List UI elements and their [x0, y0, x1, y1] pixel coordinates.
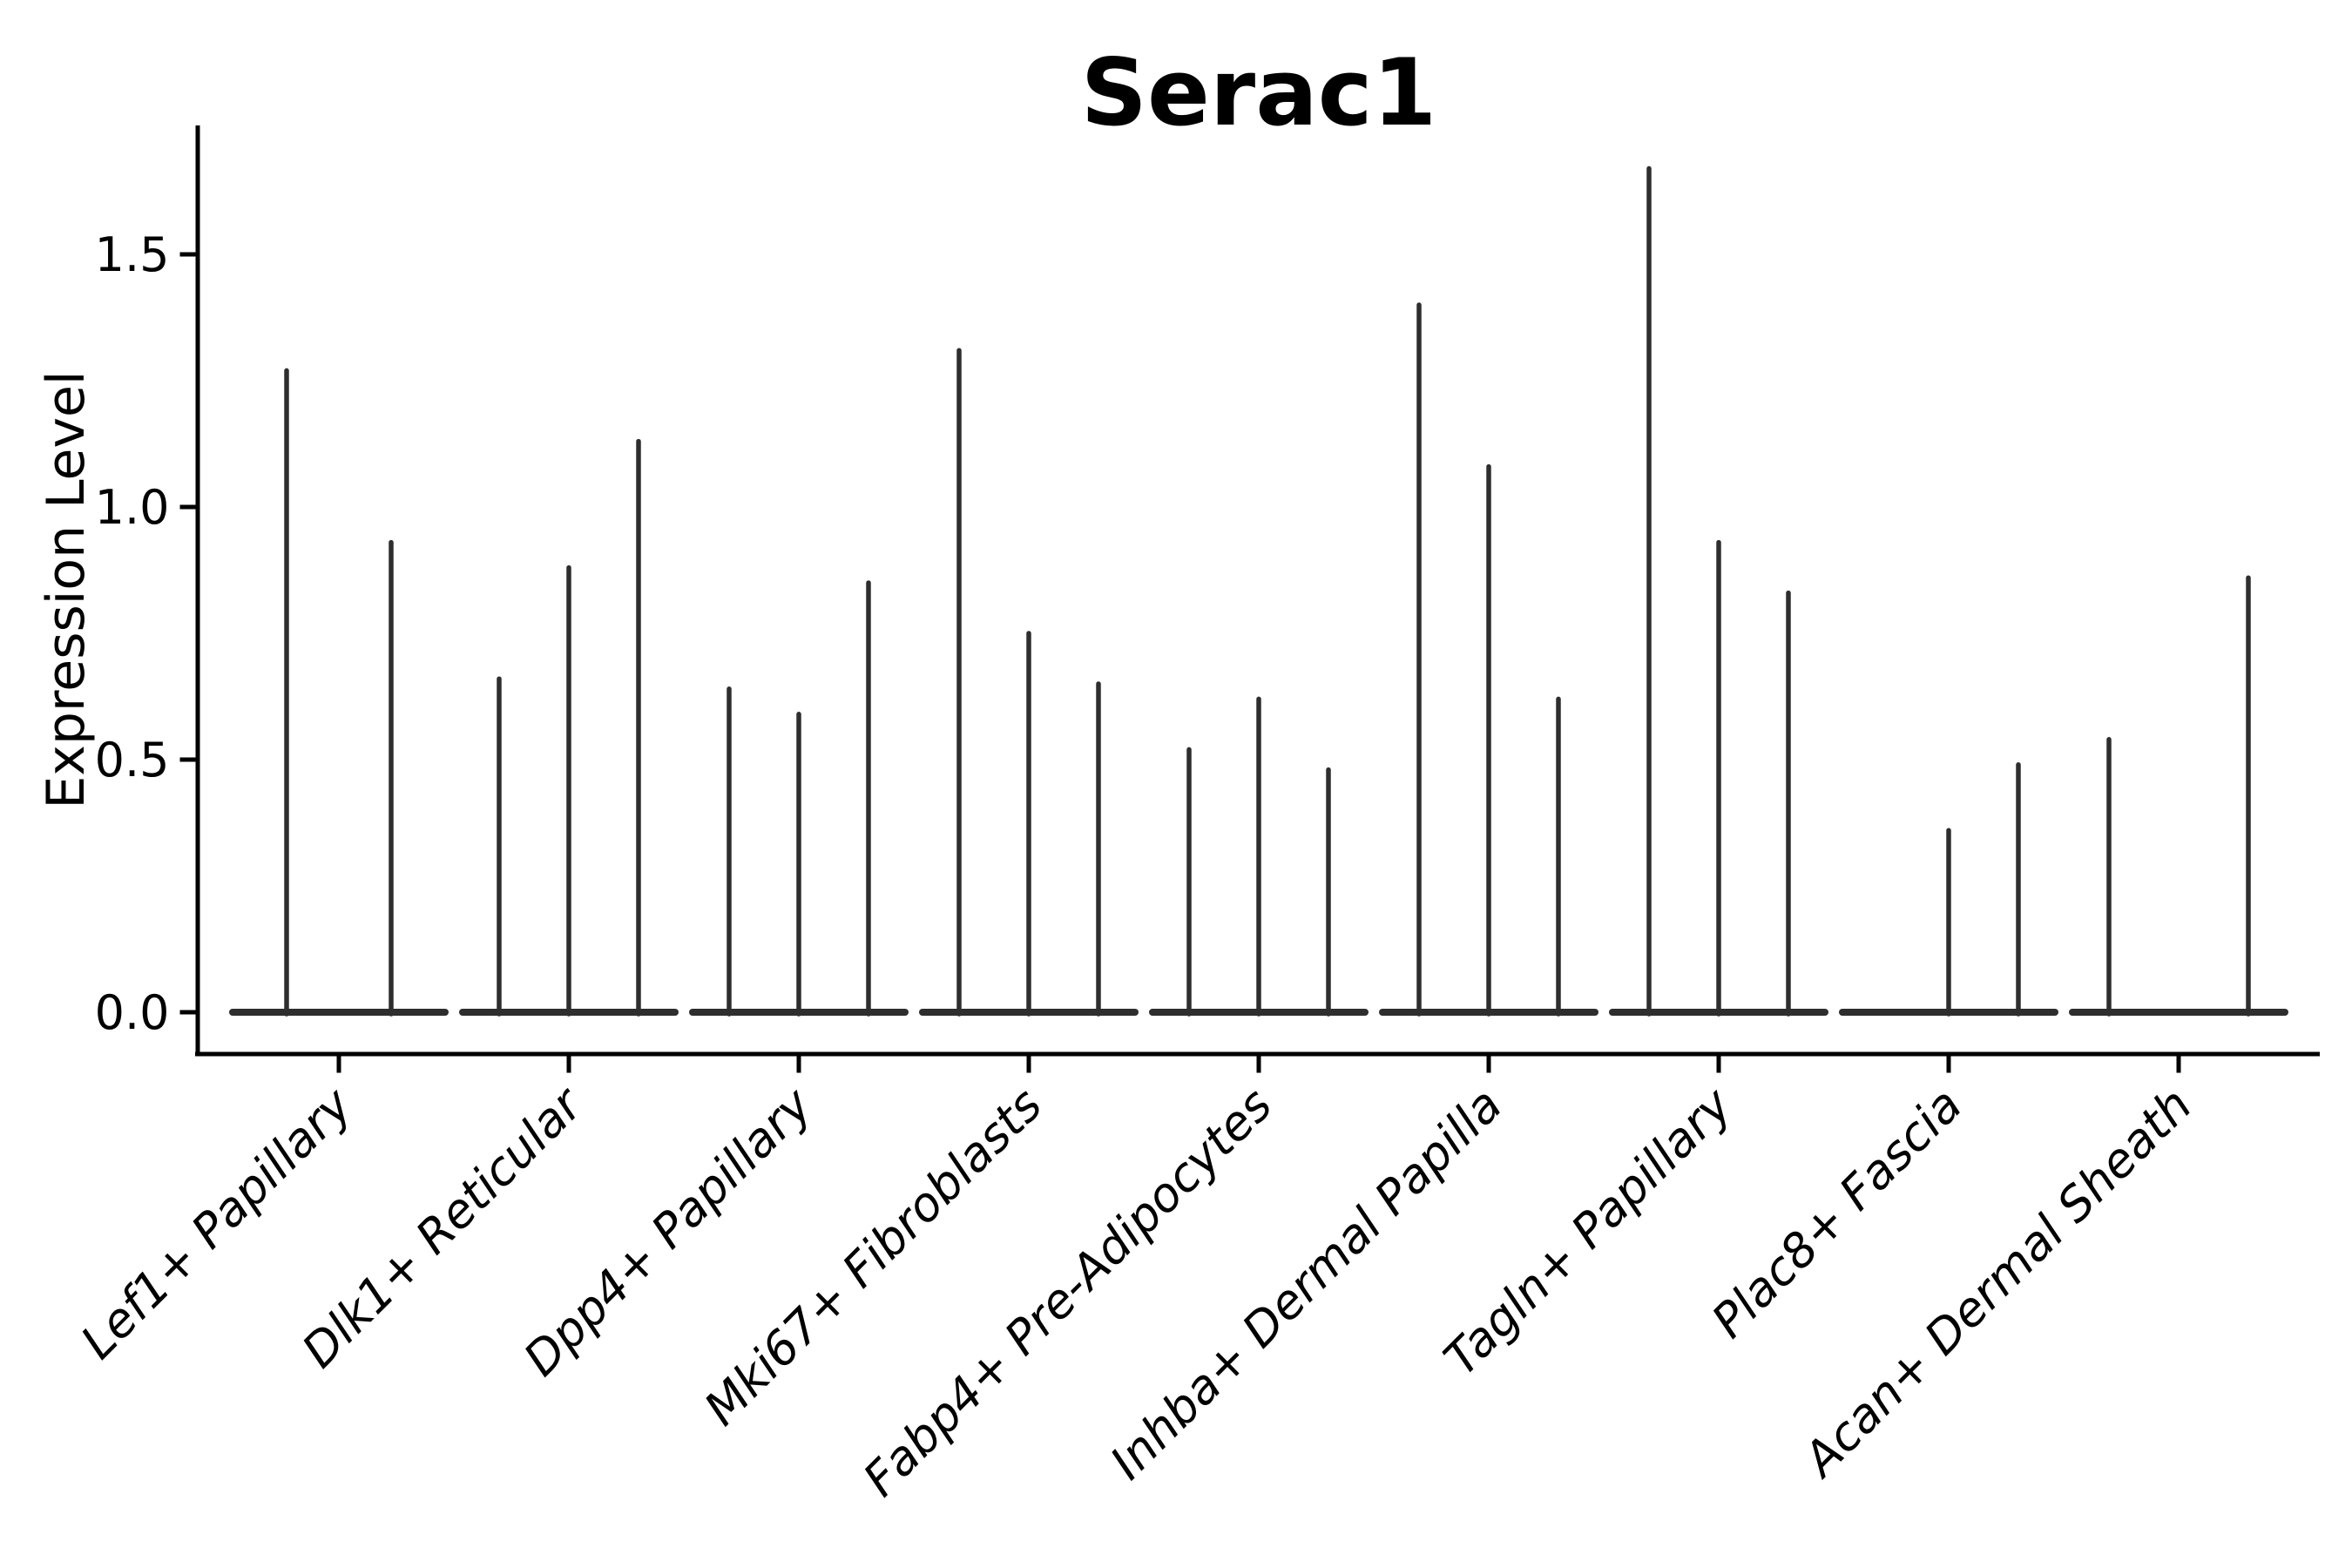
x-category-label: Fabp4+ Pre-Adipocytes	[853, 1078, 1282, 1507]
violins-layer	[229, 166, 2288, 1017]
y-tick-label: 0.5	[95, 733, 170, 787]
chart-title: Serac1	[1080, 39, 1437, 146]
y-tick-label: 1.5	[95, 227, 170, 282]
x-category-label: Acan+ Dermal Sheath	[1791, 1078, 2202, 1489]
x-category-label: Inhba+ Dermal Papilla	[1099, 1078, 1512, 1490]
x-category-label: Plac8+ Fascia	[1701, 1078, 1972, 1348]
y-tick-label: 0.0	[95, 985, 170, 1040]
y-tick-label: 1.0	[95, 480, 170, 535]
